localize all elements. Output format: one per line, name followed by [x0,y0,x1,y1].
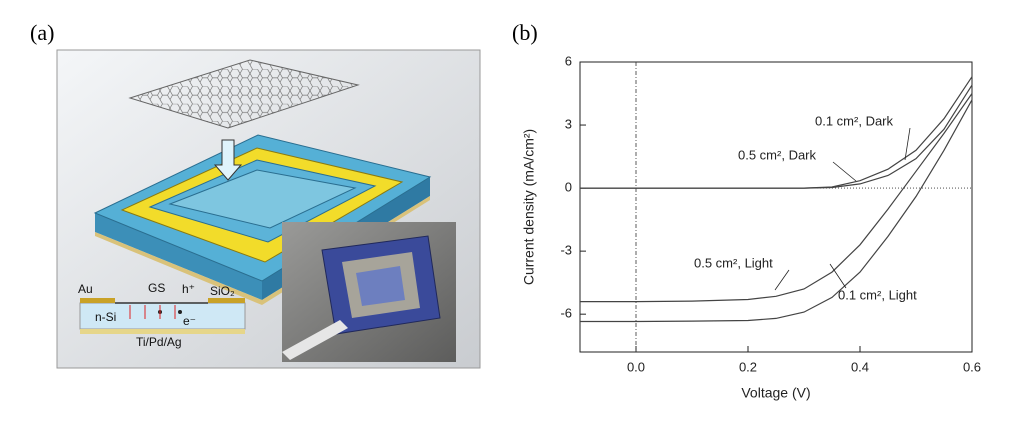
cross-section-label: e⁻ [183,314,196,328]
photo-inset [282,222,456,362]
data-line [580,76,973,189]
series-label: 0.1 cm², Light [838,287,917,302]
x-tick-label: 0.2 [739,359,757,374]
plot-frame [579,61,973,353]
cross-section: Au GS h⁺ SiO₂ n-Si e⁻ Ti/Pd/Ag [78,281,246,349]
cross-section-label: Ti/Pd/Ag [136,335,182,349]
data-line [580,84,973,189]
y-tick-label: 3 [565,116,572,131]
cross-section-label: GS [148,281,165,295]
x-tick-label: 0.0 [627,359,645,374]
data-line [580,93,973,303]
y-tick-label: -3 [560,243,572,258]
cross-section-label: SiO₂ [210,284,235,298]
leader-line [774,269,790,291]
y-tick-label: 0 [565,180,572,195]
x-tick-label: 0.6 [963,359,981,374]
leader-line [829,263,847,289]
cross-section-label: n-Si [95,310,116,324]
y-axis-label: Current density (mA/cm²) [521,129,537,285]
data-line [580,99,973,323]
panel-label: (a) [30,20,54,45]
leader-line [904,127,911,161]
x-tick-label: 0.4 [851,359,869,374]
leader-line [832,161,857,182]
panel-label: (b) [512,20,538,45]
series-label: 0.5 cm², Light [694,255,773,270]
x-axis-label: Voltage (V) [741,385,810,401]
cross-section-label: Au [78,282,93,296]
series-label: 0.5 cm², Dark [738,147,817,162]
cross-section-label: h⁺ [182,282,195,296]
series-label: 0.1 cm², Dark [815,113,894,128]
y-tick-label: 6 [565,53,572,68]
y-tick-label: -6 [560,306,572,321]
